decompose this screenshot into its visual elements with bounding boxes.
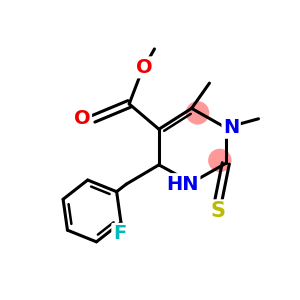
Text: F: F [113, 224, 126, 243]
Circle shape [209, 149, 231, 171]
Circle shape [187, 102, 208, 124]
Text: N: N [223, 118, 239, 137]
Text: S: S [211, 201, 226, 221]
Text: HN: HN [167, 175, 199, 194]
Text: O: O [136, 58, 152, 77]
Text: O: O [74, 109, 91, 128]
